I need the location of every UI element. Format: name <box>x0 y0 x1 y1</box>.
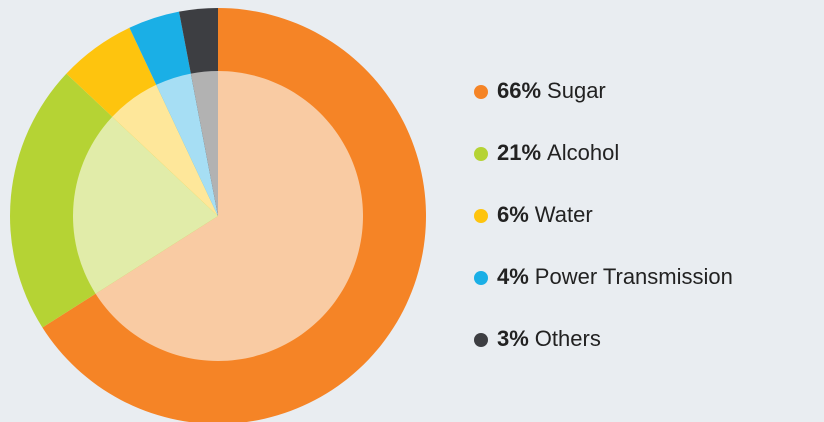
legend-dot <box>474 85 488 99</box>
legend-value: 4% <box>497 264 529 289</box>
inner-slice <box>156 73 218 216</box>
legend-dot <box>474 271 488 285</box>
inner-slice <box>112 84 218 216</box>
inner-slice <box>72 116 218 294</box>
legend-label: Water <box>535 202 593 227</box>
inner-slice <box>95 71 364 362</box>
legend-dot <box>474 147 488 161</box>
legend-entry: 21% Alcohol <box>497 140 619 165</box>
legend-dot <box>474 209 488 223</box>
legend-value: 21% <box>497 140 541 165</box>
legend-dot <box>474 333 488 347</box>
legend-label: Power Transmission <box>535 264 733 289</box>
legend-entry: 4% Power Transmission <box>497 264 733 289</box>
inner-slice <box>190 71 218 216</box>
legend-entry: 66% Sugar <box>497 78 606 103</box>
legend-label: Alcohol <box>547 140 619 165</box>
legend-value: 66% <box>497 78 541 103</box>
legend-label: Sugar <box>547 78 606 103</box>
legend-label: Others <box>535 326 601 351</box>
legend-entry: 3% Others <box>497 326 601 351</box>
legend-value: 6% <box>497 202 529 227</box>
legend-entry: 6% Water <box>497 202 593 227</box>
legend-value: 3% <box>497 326 529 351</box>
